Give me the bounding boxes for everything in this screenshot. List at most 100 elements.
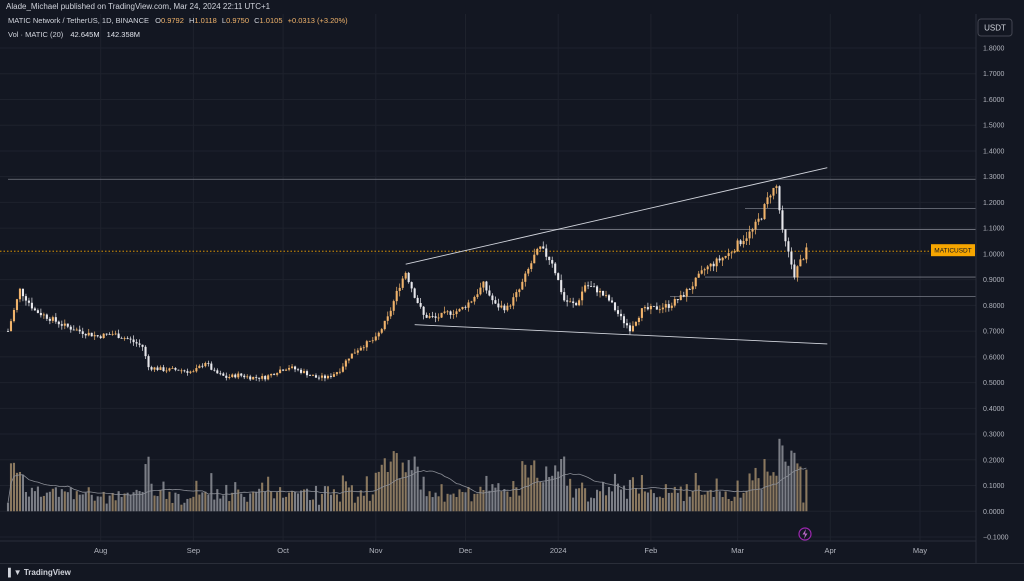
price-axis-bg [976,14,1024,563]
candle-body [383,320,386,330]
candle-body [105,333,108,335]
publisher-bar: Alade_Michael published on TradingView.c… [0,0,1024,14]
upper-trendline[interactable] [405,167,828,265]
candle-body [584,285,587,292]
volume-bar [240,493,243,512]
candle-body [688,289,691,290]
candle-body [51,317,54,321]
candle-body [87,332,90,336]
volume-bar [282,497,285,512]
volume-bar [664,484,667,512]
candle-body [494,300,497,304]
currency-button[interactable]: USDT [977,18,1013,37]
candle-body [572,301,575,303]
volume-bar [99,496,102,512]
candle-body [255,376,258,378]
candle-body [536,248,539,255]
candle-body [745,238,748,242]
candle-body [703,269,706,271]
volume-bar [291,490,294,512]
volume-bar [117,491,120,512]
volume-bar [84,492,87,512]
candle-body [308,375,312,377]
candle-body [796,266,799,278]
price-tick-label: 1.7000 [983,71,1005,78]
candle-body [285,369,288,371]
candle-body [153,367,156,370]
volume-bar [267,476,270,512]
candle-body [150,367,153,370]
candle-body [706,266,709,270]
candle-body [470,301,473,303]
candle-body [485,281,488,291]
candle-body [428,316,431,318]
volume-bar [422,476,425,512]
volume-bar [596,489,599,512]
volume-bar [607,486,611,512]
volume-bar [171,502,174,512]
candle-body [566,300,569,302]
candle-body [581,291,584,301]
price-axis[interactable]: 1.8000 1.7000 1.6000 1.5000 1.4000 1.3000 1.20… [975,14,1024,563]
candle-body [186,371,189,373]
volume-bar [805,469,808,512]
candle-body [518,289,521,293]
candle-body [258,377,261,379]
candle-body [775,186,778,188]
volume-bar [377,471,380,512]
candle-body [45,314,48,319]
lower-trendline[interactable] [414,324,828,345]
volume-bar [470,501,473,512]
candle-body [123,338,126,339]
price-tick-label: 1.2000 [983,200,1005,207]
price-tick-label: 0.7000 [983,329,1005,336]
volume-bar [727,499,730,512]
price-tick-label: 0.3000 [983,432,1005,439]
candle-body [419,303,422,307]
candle-body [449,311,452,315]
candle-body [619,313,623,317]
volume-bar [102,491,105,512]
price-tick-label: 0.2000 [983,457,1005,464]
candle-body [42,314,45,316]
volume-bar [775,475,778,512]
volume-bar [784,461,787,512]
volume-bar [389,461,392,512]
candle-body [6,331,10,332]
candle-body [90,332,93,337]
volume-bar [210,473,213,512]
volume-bar [138,491,141,512]
candle-body [311,375,315,377]
volume-bar [294,491,297,512]
volume-bar [285,496,288,512]
candle-body [276,373,279,375]
volume-bar [147,456,150,512]
candle-body [500,305,503,308]
candle-body [171,368,174,369]
volume-bar [631,477,634,512]
candle-body [793,264,796,278]
candle-body [482,281,485,288]
volume-bar [712,496,715,512]
volume-bar [398,478,401,512]
horizontal-levels: 1.29001.17701.09500.91000.8350MATICUSDT1… [0,173,1015,303]
candle-body [353,352,356,354]
volume-bar [288,492,291,512]
volume-bar [521,461,524,512]
candle-body [587,285,590,287]
volume-bar [129,494,132,512]
candle-body [515,292,518,298]
volume-bar [610,491,614,512]
volume-bar [270,491,273,512]
candle-body [733,251,736,253]
candle-body [141,344,144,347]
volume-bar [467,486,470,512]
time-axis[interactable]: Aug Sep Oct Nov Dec 2024 Feb Mar Apr May [0,540,976,555]
volume-bar [335,494,338,512]
volume-bar [362,495,365,512]
volume-bar [126,492,129,512]
candle-body [279,369,282,374]
lightning-icon[interactable] [798,527,812,541]
chart[interactable]: 1.29001.17701.09500.91000.8350MATICUSDT1… [0,14,1024,563]
candle-body [335,372,338,375]
